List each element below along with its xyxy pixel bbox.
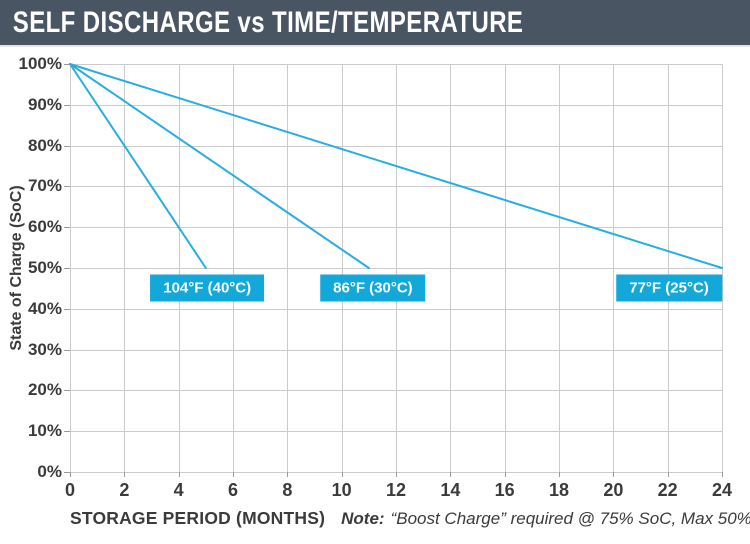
- self-discharge-chart: State of Charge (SoC) STORAGE PERIOD (MO…: [0, 49, 750, 544]
- header-bar: SELF DISCHARGE vs TIME/TEMPERATURE: [0, 0, 750, 47]
- x-axis-caption-row: STORAGE PERIOD (MONTHS) Note: “Boost Char…: [70, 508, 750, 529]
- y-tick-label: 10%: [27, 421, 62, 441]
- series-label: 77°F (25°C): [616, 274, 722, 302]
- y-tick-label: 80%: [27, 135, 62, 155]
- y-tick-label: 20%: [27, 380, 62, 400]
- y-tick-label: 50%: [27, 258, 62, 277]
- y-tick-label: 30%: [27, 339, 62, 359]
- x-tick-label: 22: [657, 480, 678, 500]
- y-tick-label: 40%: [27, 298, 62, 318]
- x-tick-label: 8: [282, 480, 293, 500]
- note-text: “Boost Charge” required @ 75% SoC, Max 5…: [390, 509, 750, 528]
- y-tick-label: 0%: [37, 462, 62, 481]
- x-tick-label: 0: [64, 480, 75, 500]
- x-tick-label: 18: [548, 480, 570, 500]
- chart-note: Note: “Boost Charge” required @ 75% SoC, …: [341, 509, 750, 529]
- x-tick-label: 6: [227, 480, 238, 500]
- x-tick-label: 24: [711, 480, 733, 500]
- series-line: [69, 63, 723, 269]
- x-tick-label: 2: [119, 480, 130, 500]
- y-tick-label: 90%: [27, 94, 62, 114]
- x-tick-label: 14: [440, 480, 461, 500]
- page-title: SELF DISCHARGE vs TIME/TEMPERATURE: [12, 5, 524, 39]
- x-tick-label: 4: [173, 480, 184, 500]
- x-axis-title: STORAGE PERIOD (MONTHS): [70, 508, 326, 528]
- note-prefix: Note:: [341, 509, 385, 528]
- chart-canvas: [64, 63, 723, 477]
- series-line: [69, 63, 207, 269]
- y-tick-label: 60%: [27, 217, 62, 237]
- y-tick-label: 100%: [18, 54, 62, 73]
- series-label: 104°F (40°C): [150, 274, 265, 302]
- x-tick-label: 12: [385, 480, 407, 500]
- x-tick-label: 16: [494, 480, 515, 500]
- x-tick-label: 20: [603, 480, 624, 500]
- series-label: 86°F (30°C): [320, 274, 426, 302]
- x-tick-label: 10: [331, 480, 352, 500]
- y-tick-label: 70%: [27, 176, 62, 196]
- series-line: [69, 63, 370, 269]
